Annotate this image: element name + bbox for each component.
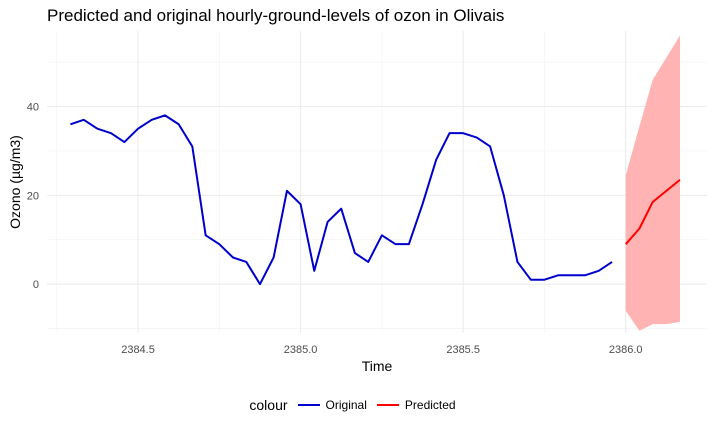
y-tick-label: 40 (27, 102, 39, 114)
y-axis-label: Ozono (µg/m3) (7, 135, 23, 229)
legend-label-original: Original (325, 398, 367, 412)
legend: colour Original Predicted (0, 397, 715, 413)
x-axis-label: Time (362, 358, 393, 374)
legend-swatch-original (297, 404, 320, 406)
x-tick-label: 2385.0 (284, 344, 318, 356)
x-tick-label: 2386.0 (609, 344, 643, 356)
y-tick-label: 20 (27, 190, 39, 202)
y-tick-label: 0 (33, 279, 39, 291)
legend-swatch-predicted (376, 404, 399, 406)
series-line-predicted (624, 179, 681, 245)
series-line-original (70, 114, 613, 286)
legend-title: colour (249, 397, 288, 413)
legend-item-predicted: Predicted (376, 398, 456, 412)
x-tick-label: 2385.5 (446, 344, 480, 356)
x-tick-label: 2384.5 (121, 344, 155, 356)
prediction-interval-band (625, 35, 681, 331)
legend-label-predicted: Predicted (404, 398, 456, 412)
legend-item-original: Original (297, 398, 367, 412)
chart-title: Predicted and original hourly-ground-lev… (47, 6, 505, 25)
